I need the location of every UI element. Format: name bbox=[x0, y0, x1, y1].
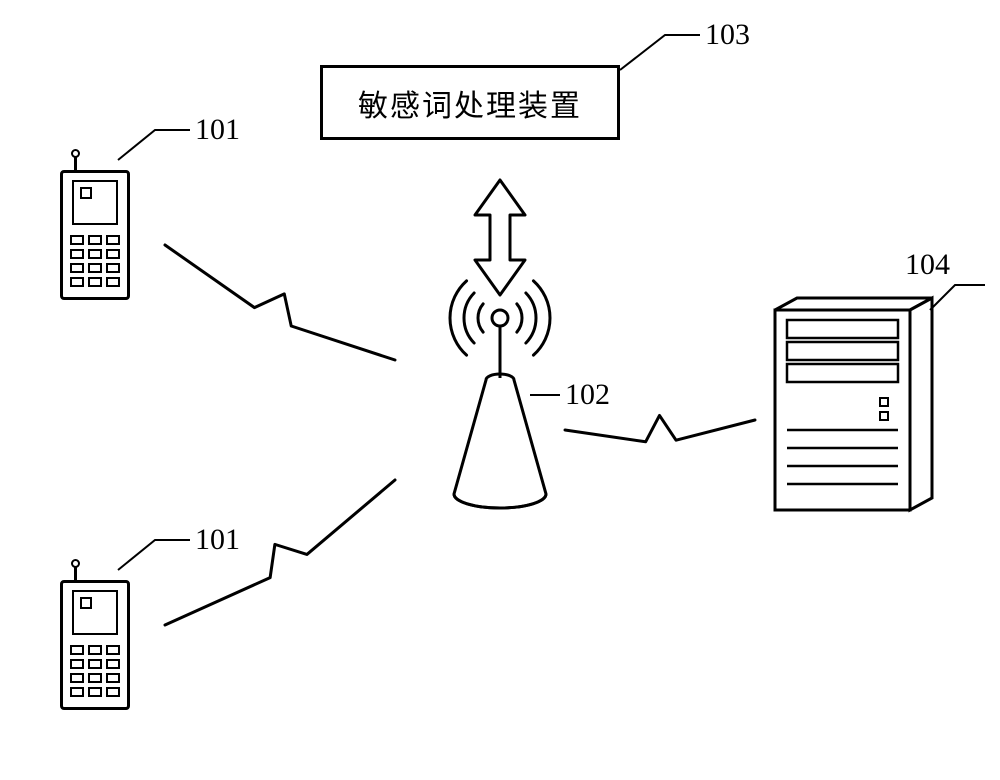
diagram-canvas: 敏感词处理装置 103 101 101 102 104 bbox=[0, 0, 1000, 780]
processing-device-box: 敏感词处理装置 bbox=[320, 65, 620, 140]
reference-label: 101 bbox=[195, 113, 240, 147]
reference-label: 103 bbox=[705, 18, 750, 52]
reference-label: 102 bbox=[565, 378, 610, 412]
reference-label: 104 bbox=[905, 248, 950, 282]
double-arrow-icon bbox=[475, 180, 525, 295]
leader-line bbox=[930, 285, 985, 310]
processing-device-label: 敏感词处理装置 bbox=[358, 81, 582, 125]
mobile-phone-icon bbox=[60, 155, 130, 300]
lightning-link-icon bbox=[165, 245, 395, 360]
lightning-link-icon bbox=[565, 415, 755, 441]
mobile-phone-icon bbox=[60, 565, 130, 710]
leader-line bbox=[620, 35, 700, 70]
reference-label: 101 bbox=[195, 523, 240, 557]
